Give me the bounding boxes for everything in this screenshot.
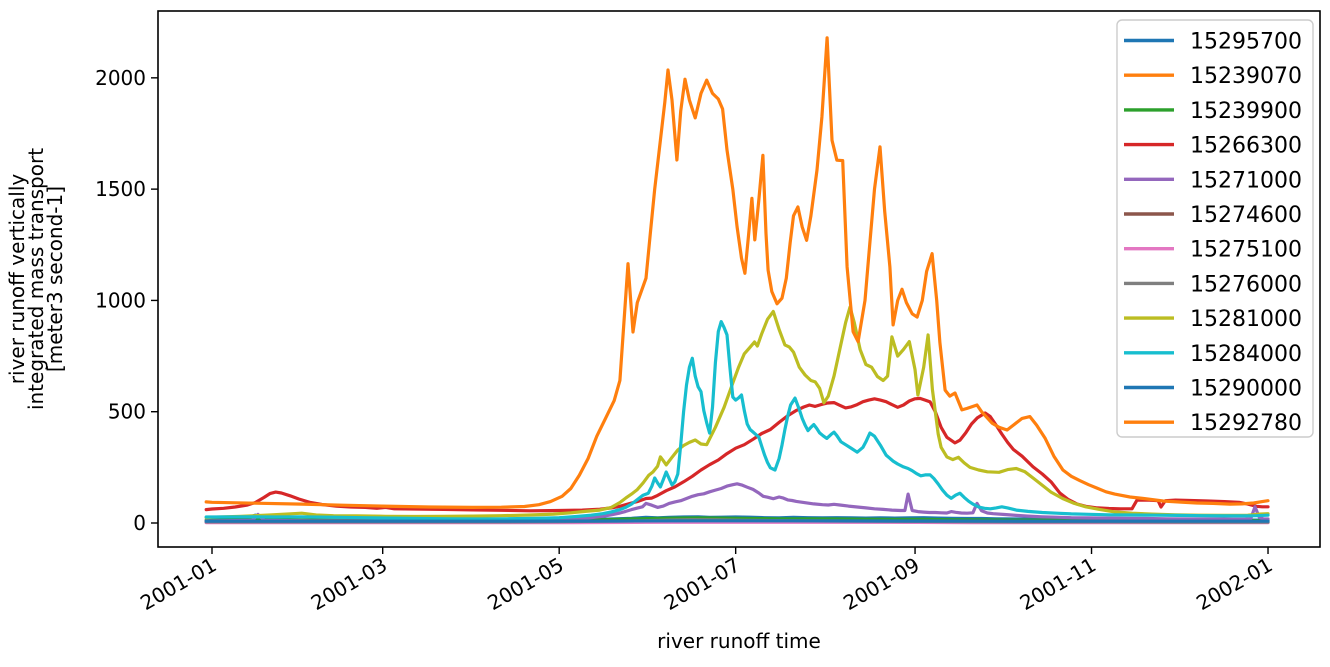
legend: 15295700 15239070 15239900 15266300 15271000… bbox=[1117, 20, 1313, 437]
legend-label: 15271000 bbox=[1190, 168, 1302, 193]
y-axis: 0 500 1000 1500 2000 bbox=[95, 66, 158, 535]
x-axis: 2001-01 2001-03 2001-05 2001-07 2001-09 2001-… bbox=[136, 547, 1276, 615]
legend-label: 15266300 bbox=[1190, 134, 1302, 159]
x-tick-label: 2001-07 bbox=[660, 553, 744, 616]
x-tick-label: 2001-09 bbox=[839, 553, 923, 616]
legend-label: 15292780 bbox=[1190, 411, 1302, 436]
x-axis-label: river runoff time bbox=[657, 629, 821, 653]
x-tick-label: 2001-01 bbox=[136, 553, 220, 616]
x-tick-label: 2001-11 bbox=[1016, 553, 1100, 616]
y-tick-label: 2000 bbox=[95, 66, 146, 90]
y-tick-label: 0 bbox=[133, 511, 146, 535]
legend-label: 15295700 bbox=[1190, 30, 1302, 55]
series-line-15292780 bbox=[206, 38, 1268, 508]
y-tick-label: 1000 bbox=[95, 288, 146, 312]
legend-label: 15281000 bbox=[1190, 307, 1302, 332]
x-tick-label: 2001-03 bbox=[307, 553, 391, 616]
legend-label: 15276000 bbox=[1190, 272, 1302, 297]
legend-label: 15239900 bbox=[1190, 99, 1302, 124]
y-axis-label: river runoff vertically integrated mass … bbox=[5, 148, 67, 410]
legend-label: 15274600 bbox=[1190, 203, 1302, 228]
series-line-15284000 bbox=[206, 322, 1268, 519]
x-tick-label: 2002-01 bbox=[1192, 553, 1276, 616]
y-tick-label: 500 bbox=[108, 400, 146, 424]
legend-label: 15239070 bbox=[1190, 64, 1302, 89]
series-line-15281000 bbox=[206, 307, 1268, 518]
legend-label: 15275100 bbox=[1190, 238, 1302, 263]
series-lines bbox=[206, 38, 1268, 523]
legend-label: 15284000 bbox=[1190, 342, 1302, 367]
x-tick-label: 2001-05 bbox=[483, 553, 567, 616]
legend-label: 15290000 bbox=[1190, 377, 1302, 402]
y-tick-label: 1500 bbox=[95, 177, 146, 201]
y-axis-label-line3: [meter3 second-1] bbox=[43, 186, 67, 372]
